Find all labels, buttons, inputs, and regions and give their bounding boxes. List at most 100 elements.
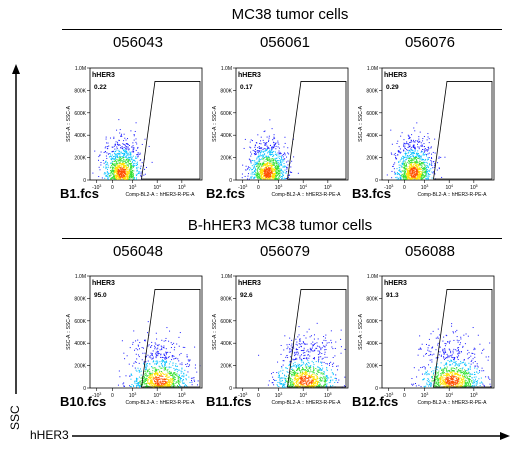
gate-percentage: 92.6 [240,292,253,299]
gate-percentage: 0.29 [386,84,399,91]
facs-plot-b10: 0 200K 400K 600K 800K 1.0M SSC-A :: SSC-A -103 0… [60,268,208,413]
x-tick-label: -103 [238,392,247,399]
x-tick-label: 104 [299,392,307,399]
density-dots [386,122,446,180]
density-dots [117,321,201,388]
y-tick-label: 600K [220,111,232,117]
x-axis-label: Comp-BL2-A :: hHER3-R-PE-A [418,192,488,198]
x-tick-label: 0 [257,185,260,191]
clone-id-3: 056076 [404,34,456,51]
y-tick-label: 600K [366,111,378,117]
y-tick-label: 200K [366,364,378,370]
facs-plot-b3: 0 200K 400K 600K 800K 1.0M SSC-A :: SSC-A -103 0… [352,60,500,205]
gate-polygon [287,289,347,388]
y-tick-label: 200K [366,156,378,162]
x-tick-label: 0 [257,393,260,399]
gate-percentage: 0.17 [240,84,253,91]
gate-name: hHER3 [238,72,261,79]
x-tick-label: 103 [275,392,283,399]
y-tick-label: 400K [366,133,378,139]
clone-id-1: 056043 [112,34,164,51]
file-label: B12.fcs [352,394,399,409]
ssc-axis-arrow [12,64,20,394]
clone-id-5: 056079 [259,243,311,260]
y-tick-label: 800K [220,296,232,302]
y-tick-label: 800K [366,88,378,94]
y-axis-label: SSC-A :: SSC-A [212,105,218,142]
y-tick-label: 0 [375,178,378,184]
y-tick-label: 0 [375,386,378,392]
gate-polygon [433,289,493,388]
y-tick-label: 400K [366,341,378,347]
file-label: B10.fcs [60,394,107,409]
y-tick-label: 800K [74,296,86,302]
gate-polygon [433,81,493,180]
gate-name: hHER3 [92,72,115,79]
y-tick-label: 1.0M [221,66,232,72]
x-tick-label: 105 [324,392,332,399]
x-axis-label: Comp-BL2-A :: hHER3-R-PE-A [418,400,488,406]
y-tick-label: 1.0M [367,274,378,280]
x-tick-label: 105 [178,392,186,399]
x-tick-label: 103 [129,392,137,399]
group-title-1: MC38 tumor cells [231,6,349,23]
y-tick-label: 400K [220,133,232,139]
y-tick-label: 400K [74,133,86,139]
density-dots [411,323,492,388]
y-axis-label: SSC-A :: SSC-A [358,313,364,350]
x-tick-label: -103 [92,392,101,399]
hher3-axis-arrow [72,432,510,440]
y-tick-label: 200K [220,364,232,370]
x-tick-label: 104 [153,184,161,191]
x-tick-label: 103 [421,392,429,399]
x-tick-label: 104 [153,392,161,399]
x-tick-label: 105 [178,184,186,191]
y-axis-label: SSC-A :: SSC-A [66,313,72,350]
y-axis-label: SSC-A :: SSC-A [358,105,364,142]
y-tick-label: 1.0M [75,66,86,72]
y-tick-label: 1.0M [75,274,86,280]
y-tick-label: 400K [220,341,232,347]
density-dots [92,119,153,180]
plot-frame [381,67,495,181]
clone-id-6: 056088 [404,243,456,260]
y-tick-label: 200K [74,156,86,162]
plot-frame [89,275,203,389]
gate-polygon [141,289,201,388]
y-tick-label: 200K [220,156,232,162]
group-rule-1 [62,29,502,30]
y-tick-label: 600K [220,319,232,325]
facs-plot-b12: 0 200K 400K 600K 800K 1.0M SSC-A :: SSC-A -103 0… [352,268,500,413]
y-tick-label: 0 [83,178,86,184]
y-tick-label: 800K [74,88,86,94]
gate-percentage: 91.3 [386,292,399,299]
gate-polygon [141,81,201,180]
group-rule-2 [62,238,502,239]
gate-name: hHER3 [384,280,407,287]
file-label: B11.fcs [206,394,252,409]
clone-id-2: 056061 [259,34,311,51]
gate-name: hHER3 [92,280,115,287]
x-tick-label: -103 [92,184,101,191]
x-tick-label: -103 [238,184,247,191]
x-axis-label: Comp-BL2-A :: hHER3-R-PE-A [126,400,196,406]
y-tick-label: 600K [74,111,86,117]
x-tick-label: 103 [421,184,429,191]
x-axis-label: Comp-BL2-A :: hHER3-R-PE-A [272,192,342,198]
file-label: B2.fcs [206,186,246,201]
plot-frame [89,67,203,181]
x-tick-label: 104 [445,184,453,191]
y-axis-label: SSC-A :: SSC-A [66,105,72,142]
plot-frame [235,275,349,389]
x-tick-label: 105 [324,184,332,191]
x-tick-label: 104 [445,392,453,399]
x-tick-label: 0 [111,185,114,191]
y-tick-label: 0 [83,386,86,392]
clone-id-4: 056048 [112,243,164,260]
y-tick-label: 600K [74,319,86,325]
